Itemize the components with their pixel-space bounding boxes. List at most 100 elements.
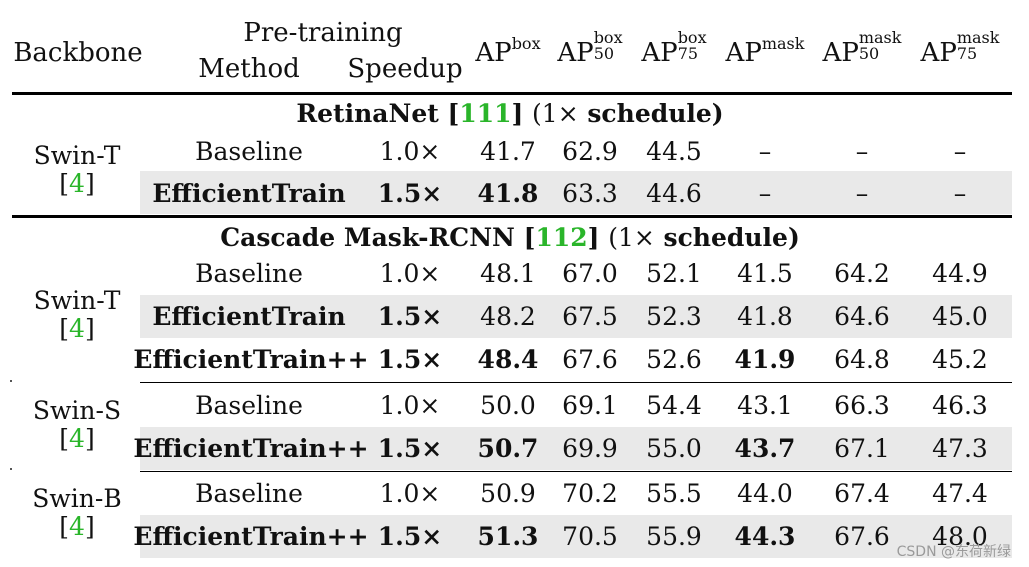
- ap-mask-50-cell: 64.6: [834, 302, 890, 331]
- ap-mask-cell: 43.1: [737, 391, 793, 420]
- ap-box-50-cell: 62.9: [562, 137, 618, 166]
- ap-box-75-cell: 54.4: [646, 391, 702, 420]
- ap-mask-50-cell: –: [855, 179, 869, 208]
- method-cell: EfficientTrain++: [133, 345, 369, 374]
- section-title-cascade: Cascade Mask-RCNN [112] (1× schedule): [220, 223, 800, 252]
- ap-mask-75-cell: 47.4: [932, 479, 988, 508]
- backbone-swin-s: Swin-S: [32, 396, 122, 425]
- section-title-retinanet: RetinaNet [111] (1× schedule): [296, 99, 724, 128]
- ap-mask-50-cell: 64.2: [834, 259, 890, 288]
- rule-header-bottom: [12, 92, 1012, 95]
- header-pretraining: Pre-training: [243, 18, 403, 48]
- header-ap-box-50: AP box 50: [557, 28, 623, 68]
- ap-box-75-cell: 44.6: [646, 179, 702, 208]
- ap-box-75-cell: 52.3: [646, 302, 702, 331]
- ap-box-50-cell: 70.2: [562, 479, 618, 508]
- ap-box-50-cell: 70.5: [562, 522, 618, 551]
- ap-box-50-cell: 67.0: [562, 259, 618, 288]
- ap-box-cell: 48.4: [477, 345, 539, 374]
- method-cell: EfficientTrain++: [133, 434, 369, 463]
- speedup-cell: 1.0×: [379, 259, 441, 288]
- ap-box-75-cell: 52.1: [646, 259, 702, 288]
- ap-mask-50-cell: 67.4: [834, 479, 890, 508]
- ap-box-75-cell: 44.5: [646, 137, 702, 166]
- ap-mask-cell: 44.0: [737, 479, 793, 508]
- header-ap-mask-75: AP mask 75: [920, 28, 1000, 68]
- header-method: Method: [198, 54, 300, 84]
- ap-mask-75-cell: –: [953, 179, 967, 208]
- speedup-cell: 1.5×: [377, 302, 443, 331]
- ap-mask-cell: –: [758, 179, 772, 208]
- ap-mask-cell: 43.7: [734, 434, 796, 463]
- header-ap-mask: APmask: [725, 34, 805, 68]
- ap-mask-cell: 41.5: [737, 259, 793, 288]
- ap-mask-cell: 41.9: [734, 345, 796, 374]
- backbone-cite: [4]: [59, 424, 95, 453]
- ap-box-cell: 50.7: [477, 434, 539, 463]
- ap-box-cell: 51.3: [477, 522, 539, 551]
- header-ap-box: APbox: [475, 34, 541, 68]
- rule-swin-b-top: [140, 471, 1012, 473]
- backbone-cite: [4]: [59, 512, 95, 541]
- method-cell: EfficientTrain++: [133, 522, 369, 551]
- ap-box-50-cell: 67.6: [562, 345, 618, 374]
- backbone-swin-b: Swin-B: [32, 484, 122, 513]
- ap-box-75-cell: 52.6: [646, 345, 702, 374]
- method-cell: Baseline: [195, 259, 303, 288]
- ap-box-50-cell: 69.1: [562, 391, 618, 420]
- ap-mask-50-cell: 67.1: [834, 434, 890, 463]
- ap-box-50-cell: 69.9: [562, 434, 618, 463]
- header-speedup: Speedup: [347, 54, 463, 84]
- speedup-cell: 1.5×: [377, 345, 443, 374]
- row-shade-efficienttrain-retinanet: [140, 171, 1012, 214]
- backbone-cite: [4]: [59, 169, 95, 198]
- rule-swin-s-top: [140, 382, 1012, 384]
- speedup-cell: 1.5×: [377, 434, 443, 463]
- ap-box-50-cell: 63.3: [562, 179, 618, 208]
- ap-box-cell: 48.2: [480, 302, 536, 331]
- ap-box-75-cell: 55.0: [646, 434, 702, 463]
- method-cell: EfficientTrain: [152, 302, 346, 331]
- header-ap-mask-50: AP mask 50: [822, 28, 902, 68]
- method-cell: Baseline: [195, 391, 303, 420]
- ap-mask-50-cell: –: [855, 137, 869, 166]
- ap-mask-cell: –: [758, 137, 772, 166]
- ap-box-cell: 50.9: [480, 479, 536, 508]
- ap-mask-cell: 41.8: [737, 302, 793, 331]
- header-ap-box-75: AP box 75: [641, 28, 707, 68]
- ap-box-cell: 41.7: [480, 137, 536, 166]
- ap-box-cell: 48.1: [480, 259, 536, 288]
- ap-box-cell: 50.0: [480, 391, 536, 420]
- ap-box-50-cell: 67.5: [562, 302, 618, 331]
- speedup-cell: 1.0×: [379, 137, 441, 166]
- ap-mask-75-cell: 46.3: [932, 391, 988, 420]
- header-backbone: Backbone: [13, 38, 143, 68]
- backbone-swin-t-cascade: Swin-T: [33, 286, 121, 315]
- row-shade-efficienttrainpp-swin-b: [140, 515, 1012, 558]
- ap-mask-75-cell: 45.2: [932, 345, 988, 374]
- speedup-cell: 1.5×: [377, 522, 443, 551]
- ap-mask-75-cell: 45.0: [932, 302, 988, 331]
- margin-dot: [10, 380, 12, 382]
- ap-mask-75-cell: 47.3: [932, 434, 988, 463]
- row-shade-efficienttrain-cascade: [140, 295, 1012, 338]
- backbone-swin-t-retinanet: Swin-T: [33, 141, 121, 170]
- ap-mask-75-cell: 48.0: [932, 522, 988, 551]
- speedup-cell: 1.5×: [377, 179, 443, 208]
- speedup-cell: 1.0×: [379, 479, 441, 508]
- rule-section-divider: [12, 215, 1012, 218]
- speedup-cell: 1.0×: [379, 391, 441, 420]
- ap-mask-75-cell: 44.9: [932, 259, 988, 288]
- ap-mask-50-cell: 67.6: [834, 522, 890, 551]
- method-cell: Baseline: [195, 479, 303, 508]
- ap-mask-50-cell: 64.8: [834, 345, 890, 374]
- watermark: CSDN @东荷新绿: [896, 544, 1011, 560]
- ap-mask-75-cell: –: [953, 137, 967, 166]
- method-cell: EfficientTrain: [152, 179, 346, 208]
- ap-mask-50-cell: 66.3: [834, 391, 890, 420]
- row-shade-efficienttrainpp-swin-s: [140, 427, 1012, 470]
- margin-dot: [10, 468, 12, 470]
- backbone-cite: [4]: [59, 314, 95, 343]
- method-cell: Baseline: [195, 137, 303, 166]
- ap-box-75-cell: 55.9: [646, 522, 702, 551]
